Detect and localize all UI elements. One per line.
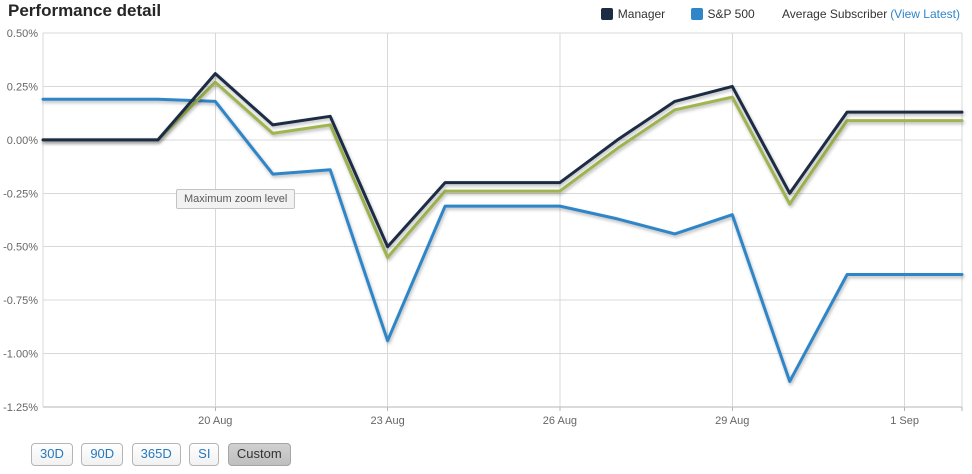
x-axis-label: 26 Aug <box>543 415 577 427</box>
y-axis-label: 0.25% <box>7 81 38 93</box>
sp500-swatch-icon <box>690 8 703 20</box>
x-axis-label: 23 Aug <box>370 415 404 427</box>
y-axis-label: 0.00% <box>7 135 38 147</box>
legend-item-manager[interactable]: Manager <box>600 7 669 21</box>
range-buttons: 30D 90D 365D SI Custom <box>31 443 295 466</box>
y-axis-label: -1.00% <box>3 349 38 361</box>
range-button-365d[interactable]: 365D <box>131 443 181 466</box>
chart-area: 0.50% 0.25% 0.00% -0.25% -0.50% -0.75% -1.00% -… <box>0 0 972 440</box>
y-axis-label: -1.25% <box>3 402 38 414</box>
performance-chart[interactable]: 0.50% 0.25% 0.00% -0.25% -0.50% -0.75% -1.00% -… <box>0 0 972 440</box>
legend-item-sp500[interactable]: S&P 500 <box>690 7 759 21</box>
x-axis-label: 29 Aug <box>715 415 749 427</box>
series-line-manager[interactable] <box>41 72 964 249</box>
x-axis-label: 1 Sep <box>890 415 919 427</box>
y-axis-label: -0.25% <box>3 188 38 200</box>
y-axis-label: -0.50% <box>3 242 38 254</box>
legend-item-average-subscriber: Average Subscriber (View Latest) <box>782 7 960 21</box>
x-axis-label: 20 Aug <box>198 415 232 427</box>
view-latest-link[interactable]: (View Latest) <box>890 7 960 21</box>
manager-swatch-icon <box>600 8 613 20</box>
series-line-s-p-500[interactable] <box>41 97 964 383</box>
y-axis-label: 0.50% <box>7 28 38 40</box>
y-axis-label: -0.75% <box>3 295 38 307</box>
series-line-average-subscriber[interactable] <box>41 80 964 259</box>
range-button-90d[interactable]: 90D <box>81 443 124 466</box>
average-subscriber-label: Average Subscriber <box>782 7 888 21</box>
range-button-si[interactable]: SI <box>189 443 220 466</box>
legend-label-sp500: S&P 500 <box>707 7 755 21</box>
range-button-custom[interactable]: Custom <box>227 443 291 466</box>
legend-label-manager: Manager <box>617 7 666 21</box>
range-button-30d[interactable]: 30D <box>31 443 73 466</box>
max-zoom-tooltip: Maximum zoom level <box>176 189 296 209</box>
chart-legend: Manager S&P 500 Average Subscriber (View … <box>600 7 960 21</box>
page-title: Performance detail <box>8 1 162 20</box>
